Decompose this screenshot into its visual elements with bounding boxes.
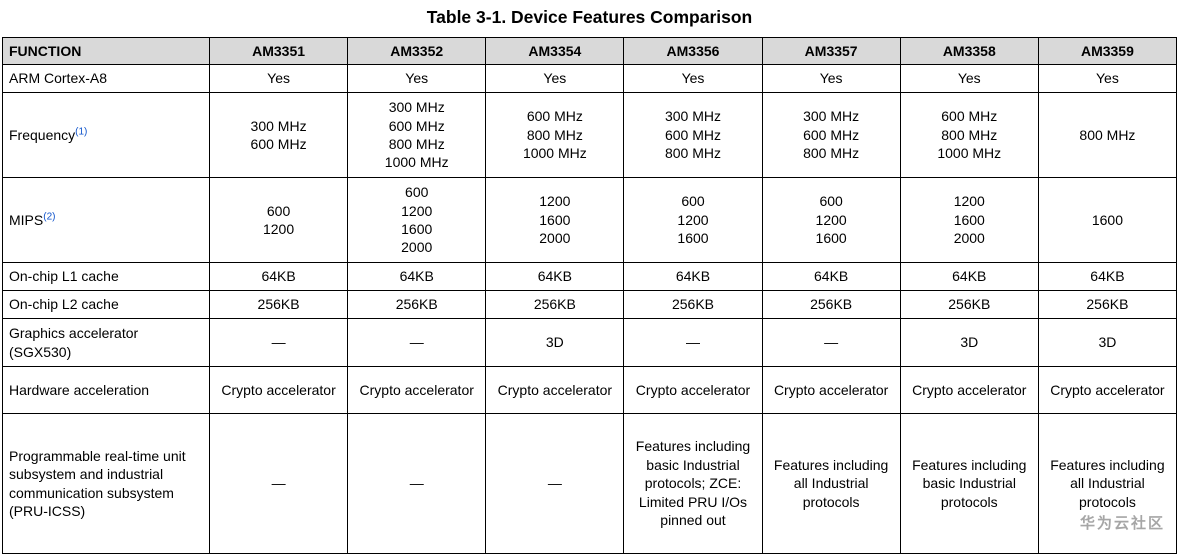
value-cell: Features including basic Industrial prot… [623, 413, 763, 554]
value-cell: 600 1200 1600 2000 [347, 177, 487, 263]
value-cell: — [347, 318, 487, 367]
value-cell: — [208, 318, 349, 367]
value-cell: 600 MHz 800 MHz 1000 MHz [485, 92, 625, 178]
footnote-link[interactable]: (2) [43, 211, 56, 223]
value-cell: — [761, 318, 901, 367]
function-label: ARM Cortex-A8 [9, 70, 108, 87]
value-cell: Yes [899, 64, 1039, 93]
value-cell: Features including all Industrial protoc… [761, 413, 901, 554]
value-cell: 256KB [761, 290, 901, 319]
function-cell: MIPS(2) [2, 177, 210, 263]
column-header-device: AM3354 [485, 37, 625, 65]
value-cell: Features including basic Industrial prot… [899, 413, 1039, 554]
value-cell: 256KB [899, 290, 1039, 319]
value-cell: 3D [485, 318, 625, 367]
watermark: 华为云社区 [1079, 515, 1165, 532]
footnote-link[interactable]: (1) [75, 126, 88, 138]
value-cell: 64KB [1037, 262, 1178, 291]
value-cell: 256KB [623, 290, 763, 319]
value-cell: Crypto accelerator [485, 366, 625, 414]
function-cell: Hardware acceleration [2, 366, 210, 414]
value-cell: 300 MHz 600 MHz 800 MHz [623, 92, 763, 178]
value-cell: 64KB [347, 262, 487, 291]
column-header-device: AM3357 [761, 37, 901, 65]
column-header-device: AM3356 [623, 37, 763, 65]
value-cell: 64KB [899, 262, 1039, 291]
value-cell: Crypto accelerator [208, 366, 349, 414]
value-cell: 800 MHz [1037, 92, 1178, 178]
value-cell: Features including all Industrial protoc… [1037, 413, 1178, 554]
value-cell: Yes [1037, 64, 1178, 93]
value-cell: 3D [899, 318, 1039, 367]
value-cell: 64KB [761, 262, 901, 291]
value-cell: 1600 [1037, 177, 1178, 263]
value-cell: Yes [623, 64, 763, 93]
function-label: Graphics accelerator (SGX530) [9, 325, 139, 360]
column-header-function: FUNCTION [2, 37, 210, 65]
function-cell: Graphics accelerator (SGX530) [2, 318, 210, 367]
value-cell: Yes [485, 64, 625, 93]
table-row: MIPS(2) 600 1200 600 1200 1600 2000 1200 16… [2, 177, 1178, 263]
value-cell: 1200 1600 2000 [485, 177, 625, 263]
function-label: Frequency [9, 126, 76, 143]
function-label: Programmable real-time unit subsystem an… [9, 447, 186, 519]
table-row: On-chip L1 cache 64KB 64KB 64KB 64KB 64KB 64KB… [2, 262, 1178, 291]
value-cell: 256KB [1037, 290, 1178, 319]
value-cell: 600 MHz 800 MHz 1000 MHz [899, 92, 1039, 178]
value-cell: Yes [347, 64, 487, 93]
value-cell: 256KB [485, 290, 625, 319]
column-header-device: AM3352 [347, 37, 487, 65]
function-cell: On-chip L2 cache [2, 290, 210, 319]
value-cell: Crypto accelerator [623, 366, 763, 414]
function-label: On-chip L1 cache [9, 268, 119, 285]
value-cell: — [347, 413, 487, 554]
function-label: Hardware acceleration [9, 381, 150, 398]
value-cell: 600 1200 1600 [761, 177, 901, 263]
table-row: Graphics accelerator (SGX530) — —3D — —3D 3D [2, 318, 1178, 367]
value-cell: Crypto accelerator [899, 366, 1039, 414]
column-header-device: AM3351 [208, 37, 349, 65]
value-cell: — [208, 413, 349, 554]
value-cell: — [623, 318, 763, 367]
value-cell: 300 MHz 600 MHz [208, 92, 349, 178]
value-cell: 300 MHz 600 MHz 800 MHz 1000 MHz [347, 92, 487, 178]
value-cell: 64KB [208, 262, 349, 291]
value-cell: 600 1200 1600 [623, 177, 763, 263]
function-cell: ARM Cortex-A8 [2, 64, 210, 93]
table-row: ARM Cortex-A8 Yes Yes Yes Yes Yes Yes Yes [2, 64, 1178, 93]
value-cell: 3D [1037, 318, 1178, 367]
table-row: Frequency(1) 300 MHz 600 MHz 300 MHz 600 M… [2, 92, 1178, 178]
value-cell: 64KB [623, 262, 763, 291]
device-features-table: FUNCTION AM3351 AM3352 AM3354 AM3356 AM3357 AM… [2, 37, 1178, 554]
value-cell: 300 MHz 600 MHz 800 MHz [761, 92, 901, 178]
table-row: Programmable real-time unit subsystem an… [2, 413, 1178, 554]
function-cell: On-chip L1 cache [2, 262, 210, 291]
function-label: On-chip L2 cache [9, 296, 119, 313]
value-cell: — [485, 413, 625, 554]
value-cell: Crypto accelerator [347, 366, 487, 414]
header-row: FUNCTION AM3351 AM3352 AM3354 AM3356 AM3357 AM… [2, 37, 1178, 65]
value-cell: 64KB [485, 262, 625, 291]
value-cell: 1200 1600 2000 [899, 177, 1039, 263]
table-row: On-chip L2 cache 256KB 256KB 256KB 256KB 256K… [2, 290, 1178, 319]
column-header-device: AM3358 [899, 37, 1039, 65]
table-title: Table 3-1. Device Features Comparison [426, 7, 753, 27]
table-row: Hardware acceleration Crypto accelerator C… [2, 366, 1178, 414]
value-cell: Crypto accelerator [761, 366, 901, 414]
table-body: ARM Cortex-A8 Yes Yes Yes Yes Yes Yes Yes Freque… [2, 64, 1178, 554]
function-cell: Frequency(1) [2, 92, 210, 178]
function-label: MIPS [9, 211, 44, 228]
value-cell: 256KB [208, 290, 349, 319]
value-cell: Crypto accelerator [1037, 366, 1178, 414]
value-cell: Yes [761, 64, 901, 93]
column-header-device: AM3359 [1037, 37, 1178, 65]
value-cell: 256KB [347, 290, 487, 319]
function-cell: Programmable real-time unit subsystem an… [2, 413, 210, 554]
value-cell: 600 1200 [208, 177, 349, 263]
value-cell: Yes [208, 64, 349, 93]
